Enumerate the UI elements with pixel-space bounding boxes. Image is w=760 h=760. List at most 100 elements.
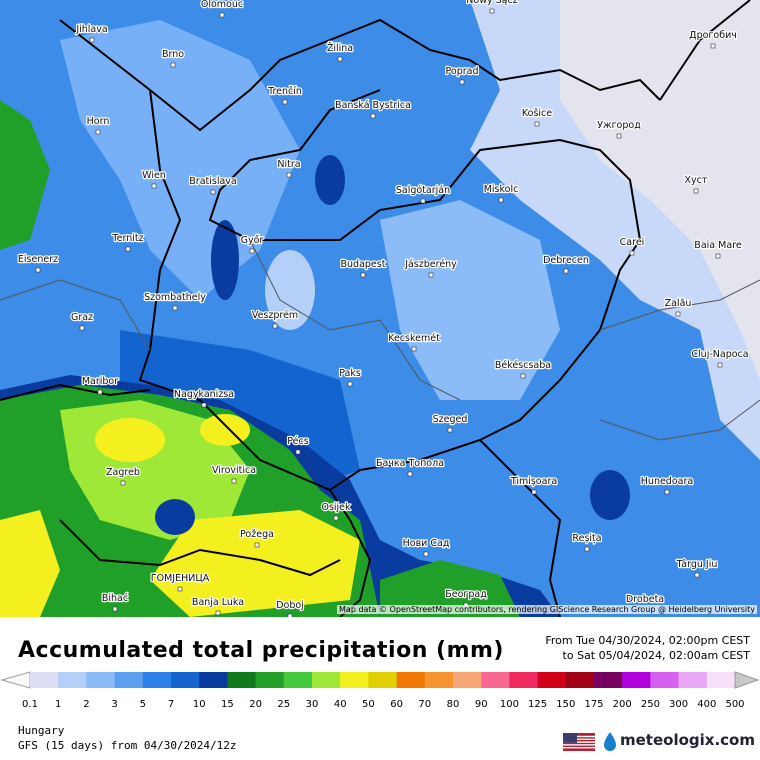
city-dot: [120, 480, 126, 486]
legend-swatch: [340, 672, 369, 688]
admin-line: [599, 279, 760, 331]
attribution: Map data © OpenStreetMap contributors, r…: [337, 605, 757, 614]
legend-label: 20: [249, 699, 262, 710]
legend-label: 7: [168, 699, 174, 710]
city-label: Banská Bystrica: [335, 100, 411, 111]
city-label: Ternitz: [111, 233, 143, 244]
legend-label: 15: [221, 699, 234, 710]
legend-label: 40: [334, 699, 347, 710]
city-label: Târgu Jiu: [676, 559, 718, 570]
city-label: Jihlava: [75, 24, 107, 35]
city-label: Kecskemét: [388, 333, 440, 344]
city-dot: [170, 62, 176, 68]
city-dot: [675, 311, 681, 317]
legend-swatch: [594, 672, 623, 688]
city-dot: [89, 37, 95, 43]
city-label: Szeged: [433, 414, 468, 425]
legend-swatch: [30, 672, 59, 688]
legend-swatch: [86, 672, 116, 688]
city-label: Београд: [445, 589, 487, 600]
city-label: Miskolc: [484, 184, 519, 195]
legend-label: 150: [556, 699, 575, 710]
period-to: to Sat 05/04/2024, 02:00am CEST: [562, 649, 750, 662]
city-label: Carei: [620, 237, 645, 248]
legend-swatch: [368, 672, 398, 688]
city-label: Nowy Sącz: [466, 0, 517, 6]
wet-area: [155, 499, 195, 535]
city-label: Ужгород: [597, 120, 641, 131]
city-label: Košice: [522, 108, 552, 119]
legend-label: 2: [83, 699, 89, 710]
city-label: Trenčín: [267, 86, 302, 97]
legend-swatch: [227, 672, 257, 688]
city-label: Bratislava: [189, 176, 236, 187]
city-dot: [210, 189, 216, 195]
city-label: Бачка Топола: [376, 458, 444, 469]
title: Accumulated total precipitation (mm): [18, 638, 504, 663]
city-dot: [447, 427, 453, 433]
city-dot: [531, 489, 537, 495]
city-dot: [295, 449, 301, 455]
legend-swatch: [283, 672, 313, 688]
city-label: Požega: [240, 529, 274, 540]
legend-label: 250: [641, 699, 660, 710]
city-label: Хуст: [685, 175, 708, 186]
legend-swatch: [255, 672, 285, 688]
city-dot: [520, 373, 526, 379]
legend-swatch: [453, 672, 482, 688]
city-dot: [428, 272, 434, 278]
city-dot: [411, 346, 417, 352]
border: [59, 18, 661, 132]
city-label: Békéscsaba: [495, 360, 551, 371]
city-label: Nitra: [277, 159, 300, 170]
city-label: Žilina: [327, 42, 353, 54]
city-dot: [282, 99, 288, 105]
city-label: Brno: [162, 49, 184, 60]
city-dot: [717, 362, 723, 368]
city-label: Paks: [339, 368, 361, 379]
border: [138, 89, 642, 492]
border: [479, 439, 562, 617]
green-area: [0, 100, 50, 250]
map: Olomouc Nowy Sącz Дрогобич Jihlava Brno Žilin…: [0, 0, 760, 617]
city-label: Maribor: [82, 376, 118, 387]
legend-arrow: [734, 671, 760, 689]
yellow-area: [0, 510, 60, 617]
legend-label: 0.1: [22, 699, 38, 710]
city-dot: [347, 381, 353, 387]
legend-label: 300: [669, 699, 688, 710]
legend-label: 25: [277, 699, 290, 710]
city-dot: [231, 478, 237, 484]
city-label: Graz: [71, 312, 93, 323]
city-dot: [629, 250, 635, 256]
city-label: Timișoara: [510, 476, 557, 487]
model: GFS (15 days) from 04/30/2024/12z: [18, 739, 237, 752]
city-label: Budapest: [341, 259, 386, 270]
city-dot: [97, 389, 103, 395]
city-dot: [337, 56, 343, 62]
admin-line: [0, 279, 151, 351]
legend-swatch: [58, 672, 87, 688]
city-dot: [215, 610, 221, 616]
legend-label: 5: [140, 699, 146, 710]
legend-swatch: [650, 672, 680, 688]
legend-swatch: [678, 672, 708, 688]
yellow-area: [95, 418, 165, 462]
legend-label: 100: [500, 699, 519, 710]
green-area: [380, 560, 520, 617]
border: [0, 383, 151, 401]
legend-swatch: [199, 672, 228, 688]
city-dot: [177, 586, 183, 592]
legend-label: 60: [390, 699, 403, 710]
legend-arrow: [0, 671, 31, 689]
admin-line: [599, 399, 760, 441]
city-label: Pécs: [287, 436, 308, 447]
city-label: Reșița: [572, 533, 601, 544]
city-dot: [584, 546, 590, 552]
city-dot: [489, 8, 495, 14]
city-dot: [272, 323, 278, 329]
legend-label: 30: [306, 699, 319, 710]
city-dot: [172, 305, 178, 311]
city-label: Eisenerz: [18, 254, 58, 265]
city-dot: [333, 515, 339, 521]
